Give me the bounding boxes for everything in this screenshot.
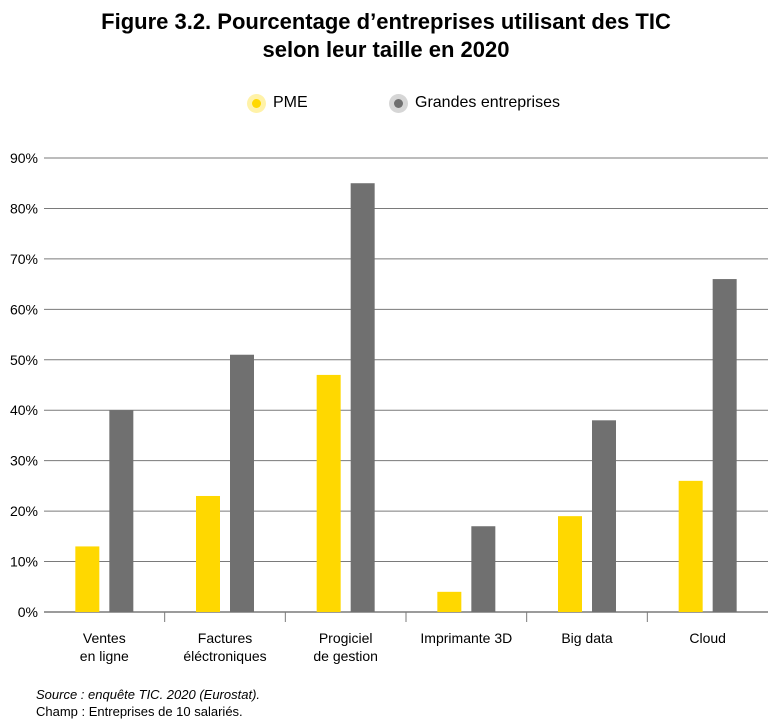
y-tick-label: 70% xyxy=(10,251,38,267)
y-tick-label: 0% xyxy=(18,604,38,620)
legend-item-grandes: Grandes entreprises xyxy=(394,94,560,112)
bar-grandes-4 xyxy=(592,420,616,612)
legend-label-pme: PME xyxy=(273,94,308,111)
chart-title: Figure 3.2. Pourcentage d’entreprises ut… xyxy=(0,8,772,64)
bar-pme-4 xyxy=(558,516,582,612)
bar-grandes-0 xyxy=(109,410,134,612)
y-tick-label: 10% xyxy=(10,554,38,570)
y-tick-label: 80% xyxy=(10,200,38,216)
x-category-label: de gestion xyxy=(313,648,378,664)
y-tick-label: 90% xyxy=(10,150,38,166)
chart-title-line-1: Figure 3.2. Pourcentage d’entreprises ut… xyxy=(101,9,671,34)
bar-pme-2 xyxy=(316,374,341,612)
bar-pme-1 xyxy=(196,495,220,612)
x-category-label: éléctroniques xyxy=(183,648,266,664)
y-tick-label: 20% xyxy=(10,503,38,519)
y-tick-label: 30% xyxy=(10,453,38,469)
source-note: Source : enquête TIC. 2020 (Eurostat). xyxy=(36,687,261,702)
legend-label-grandes: Grandes entreprises xyxy=(415,94,560,111)
chart-notes: Source : enquête TIC. 2020 (Eurostat). C… xyxy=(36,686,260,720)
bar-grandes-5 xyxy=(712,279,737,612)
x-category-label: Factures xyxy=(198,630,252,646)
champ-note: Champ : Entreprises de 10 salariés. xyxy=(36,704,243,719)
y-tick-label: 50% xyxy=(10,352,38,368)
legend: PME Grandes entreprises xyxy=(0,94,772,118)
bar-grandes-3 xyxy=(471,526,496,612)
bar-grandes-1 xyxy=(230,354,254,612)
x-category-label: Big data xyxy=(561,630,613,646)
bar-chart: 0% 10% 20% 30% 40% 50% 60% 70% 80% 90% Ventes en li… xyxy=(10,150,768,664)
x-category-label: Ventes xyxy=(83,630,126,646)
bar-pme-3 xyxy=(437,591,462,612)
bar-pme-0 xyxy=(75,546,100,612)
legend-swatch-grandes xyxy=(394,98,403,108)
legend-item-pme: PME xyxy=(252,94,308,112)
bar-grandes-2 xyxy=(350,183,375,612)
x-category-label: en ligne xyxy=(80,648,129,664)
x-category-label: Progiciel xyxy=(319,630,373,646)
bar-pme-5 xyxy=(678,480,703,612)
x-category-label: Imprimante 3D xyxy=(420,630,512,646)
chart-title-line-2: selon leur taille en 2020 xyxy=(262,37,510,62)
legend-swatch-pme xyxy=(252,98,261,108)
x-category-label: Cloud xyxy=(689,630,726,646)
y-tick-label: 60% xyxy=(10,301,38,317)
y-tick-label: 40% xyxy=(10,402,38,418)
